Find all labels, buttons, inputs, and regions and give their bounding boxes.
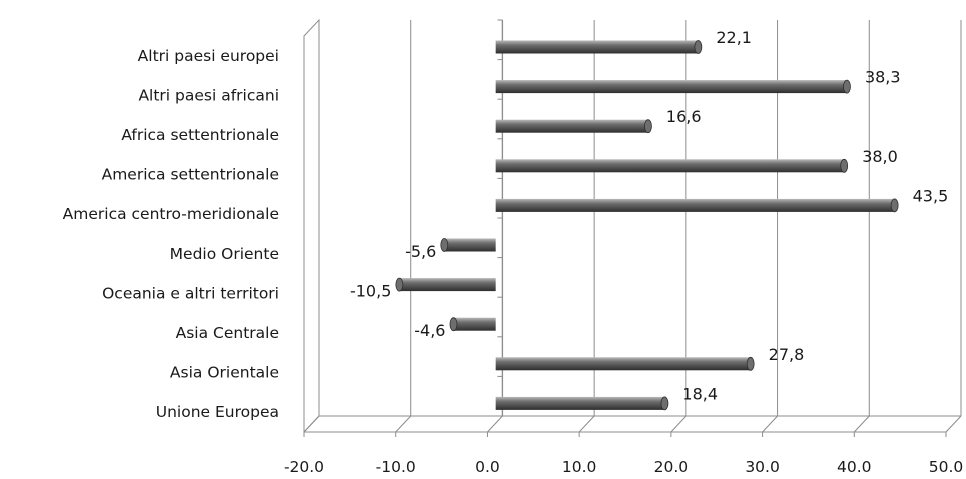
data-label: 43,5 [913, 186, 949, 205]
bar-cap [840, 158, 849, 173]
x-tick-label: 20.0 [654, 458, 689, 476]
bar-cap [890, 198, 899, 213]
data-label: 18,4 [682, 384, 718, 403]
floor-gridline [762, 415, 778, 433]
bar [495, 40, 699, 54]
x-tick-label: 30.0 [745, 458, 780, 476]
category-label: America settentrionale [102, 166, 279, 184]
bar-cap [660, 396, 669, 411]
floor-gridline [670, 415, 687, 433]
data-label: 16,6 [666, 107, 702, 126]
x-tick-label: -10.0 [376, 458, 416, 476]
x-tick-label: 10.0 [562, 458, 597, 476]
data-label: -10,5 [350, 282, 391, 301]
bar-cap [644, 119, 652, 134]
category-label: America centro-meridionale [63, 205, 279, 223]
bar [444, 238, 496, 252]
bar-cap [843, 79, 851, 94]
bar [495, 119, 648, 133]
category-label: Asia Orientale [170, 364, 279, 382]
bar [495, 159, 845, 173]
x-tick-labels: -20.0 -10.0 0.0 10.0 20.0 30.0 40.0 50.0 [284, 458, 963, 476]
category-label: Africa settentrionale [121, 126, 279, 144]
data-label: 38,3 [865, 68, 901, 87]
category-label: Altri paesi africani [138, 86, 279, 104]
floor-gridline [578, 415, 595, 433]
category-label: Oceania e altri territori [102, 284, 279, 302]
bar-cap [746, 356, 755, 371]
floor-gridline [395, 415, 412, 433]
category-label: Unione Europea [156, 403, 279, 421]
x-tick-label: 0.0 [475, 458, 500, 476]
floor-gridline [487, 415, 503, 433]
bar [495, 357, 751, 371]
category-labels: Altri paesi europei Altri paesi africani A… [63, 47, 279, 421]
axes [303, 18, 961, 437]
data-label: 38,0 [862, 147, 898, 166]
bars [395, 40, 899, 411]
bar-cap [395, 277, 404, 292]
bar-cap [440, 238, 449, 252]
data-labels: 22,1 38,3 16,6 38,0 43,5 -5,6 -10,5 -4,6 27,8 18,… [350, 28, 948, 403]
data-label: -5,6 [405, 242, 436, 261]
bar [495, 396, 665, 410]
data-label: 22,1 [716, 28, 752, 47]
category-label: Asia Centrale [176, 324, 279, 342]
bar-cap [449, 317, 458, 332]
x-tick-label: -20.0 [284, 458, 324, 476]
data-label: -4,6 [414, 321, 445, 340]
x-tick-label: 50.0 [929, 458, 964, 476]
category-label: Medio Oriente [170, 245, 279, 263]
x-tick-label: 40.0 [837, 458, 872, 476]
bar-cap [694, 40, 703, 54]
bar [495, 80, 847, 94]
bar [495, 198, 895, 212]
floor-gridline [853, 415, 870, 433]
floor-gridline [945, 415, 962, 433]
category-label: Altri paesi europei [138, 47, 279, 65]
side-wall [303, 18, 320, 434]
bar [399, 278, 496, 292]
bar [453, 317, 496, 331]
data-label: 27,8 [769, 345, 805, 364]
